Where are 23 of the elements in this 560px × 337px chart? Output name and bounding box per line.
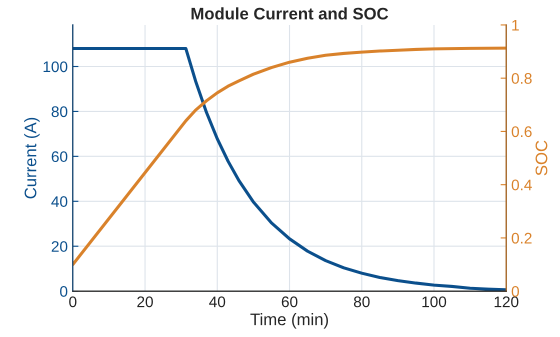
x-tick-label: 0 bbox=[69, 296, 76, 308]
x-tick-label: 80 bbox=[354, 296, 370, 308]
x-axis-title: Time (min) bbox=[250, 313, 328, 329]
y2-tick-label: 0.8 bbox=[512, 73, 532, 84]
y2-tick-label: 1 bbox=[512, 20, 519, 30]
y-axis-title: Current (A) bbox=[24, 118, 40, 198]
y-tick-label: 60 bbox=[52, 151, 68, 162]
x-tick-label: 60 bbox=[282, 296, 298, 308]
y2-tick-label: 0.4 bbox=[512, 180, 532, 190]
x-tick-label: 20 bbox=[137, 296, 153, 308]
y-tick-label: 0 bbox=[60, 286, 68, 297]
x-tick-label: 120 bbox=[494, 296, 518, 308]
y-tick-label: 100 bbox=[44, 61, 68, 72]
y2-tick-label: 0.2 bbox=[512, 232, 532, 244]
y2-tick-label: 0 bbox=[512, 286, 519, 297]
x-tick-label: 40 bbox=[209, 296, 226, 308]
chart-title: Module Current and SOC bbox=[192, 7, 388, 20]
y-tick-label: 20 bbox=[52, 241, 68, 252]
y2-axis-title: SOC bbox=[536, 140, 548, 176]
y2-tick-label: 0.6 bbox=[512, 126, 532, 138]
x-tick-label: 100 bbox=[422, 296, 446, 308]
y-tick-label: 80 bbox=[52, 106, 68, 118]
y-tick-label: 40 bbox=[51, 196, 68, 207]
